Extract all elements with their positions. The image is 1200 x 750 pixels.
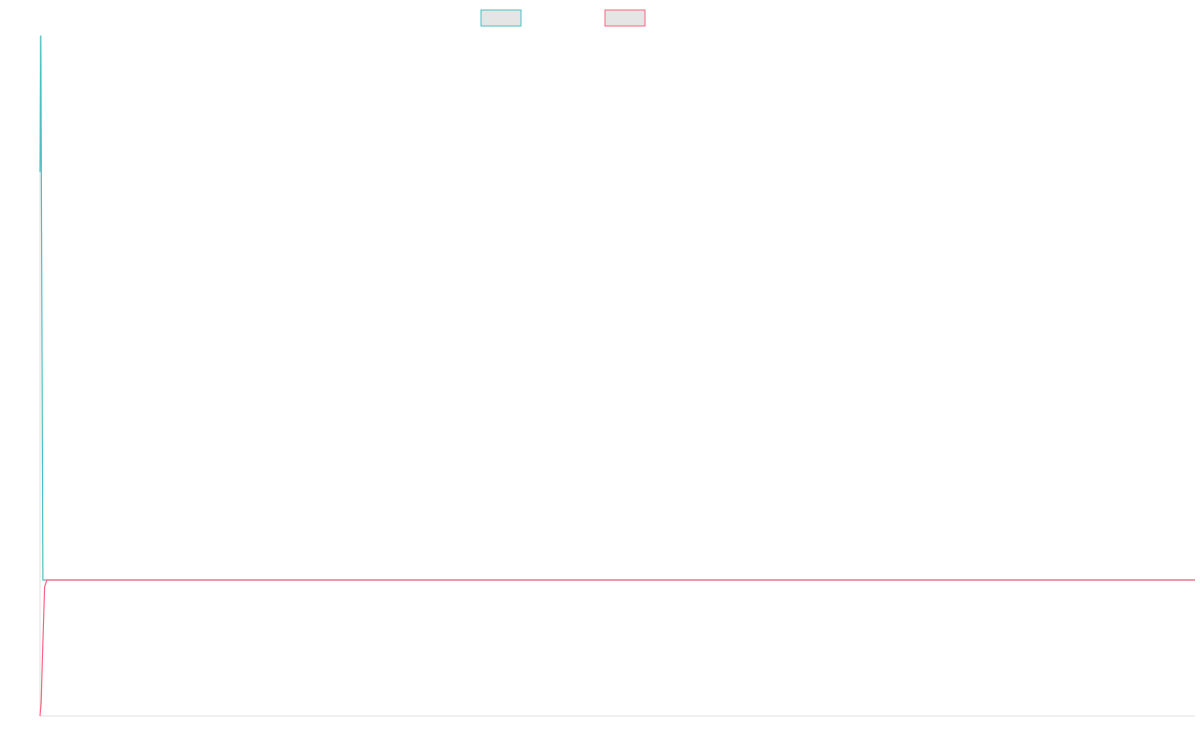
legend-swatch-series-1[interactable] bbox=[480, 9, 522, 27]
series-1-line bbox=[39, 35, 1195, 581]
series-2-line bbox=[39, 579, 1195, 717]
legend-swatch-series-2[interactable] bbox=[604, 9, 646, 27]
series-layer bbox=[39, 35, 1195, 717]
axes bbox=[39, 36, 1195, 717]
legend bbox=[480, 9, 646, 27]
